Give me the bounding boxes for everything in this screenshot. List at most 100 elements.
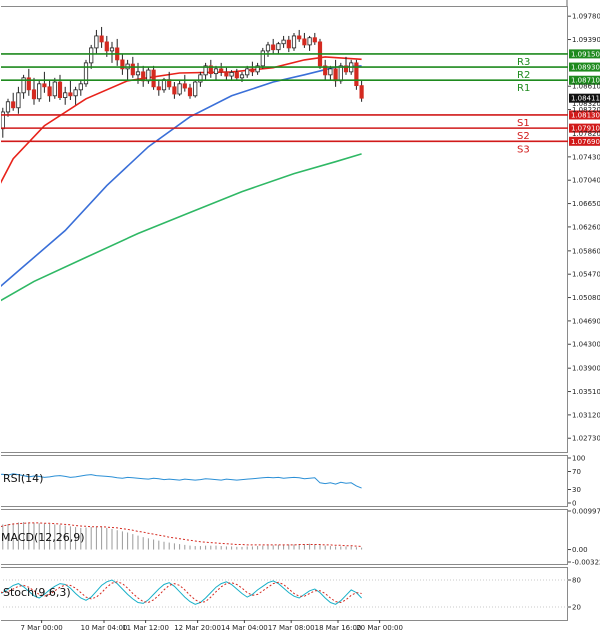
price-tick-label: 1.09390 bbox=[572, 36, 600, 44]
candle-body bbox=[78, 83, 83, 91]
level-name: R3 bbox=[517, 57, 530, 68]
candle-body bbox=[333, 68, 338, 82]
candle bbox=[250, 61, 255, 77]
top-margin bbox=[0, 0, 600, 5]
candle bbox=[255, 62, 260, 75]
rsi-tick-label: 70 bbox=[572, 468, 581, 476]
candle-body bbox=[224, 71, 229, 77]
candle-body bbox=[276, 43, 281, 51]
macd-panel: 0.00997 0.00 -0.003225 MACD(12,26,9) bbox=[0, 508, 600, 567]
candle-body bbox=[219, 68, 224, 73]
candle-body bbox=[11, 101, 16, 109]
candle bbox=[151, 65, 156, 90]
candlesticks bbox=[0, 26, 364, 138]
level-badge bbox=[569, 62, 600, 72]
level-name: R1 bbox=[517, 83, 530, 94]
candle-body bbox=[193, 81, 198, 97]
price-tick-label: 1.05860 bbox=[572, 247, 600, 255]
candle bbox=[57, 74, 63, 100]
price-tick-label: 1.04690 bbox=[572, 317, 600, 325]
candle-body bbox=[161, 79, 167, 91]
candle bbox=[203, 62, 208, 81]
candle-body bbox=[47, 86, 52, 97]
price-tick-label: 1.03900 bbox=[572, 365, 600, 373]
candle-body bbox=[42, 83, 47, 88]
candle-body bbox=[94, 35, 99, 49]
time-tick-label: 11 Mar 12:00 bbox=[122, 624, 169, 632]
candle-body bbox=[359, 85, 364, 99]
candle-body bbox=[120, 59, 125, 70]
level-price: 1.08130 bbox=[571, 111, 600, 119]
rsi-label: RSI(14) bbox=[3, 472, 43, 485]
candle-body bbox=[37, 83, 42, 100]
price-tick-label: 1.05470 bbox=[572, 271, 600, 279]
candle bbox=[193, 80, 198, 98]
level-name: S1 bbox=[517, 118, 530, 129]
moving-average-line bbox=[0, 56, 362, 186]
candle-body bbox=[265, 44, 271, 52]
candle-body bbox=[177, 83, 182, 95]
time-tick-label: 7 Mar 00:00 bbox=[20, 624, 62, 632]
candle bbox=[323, 59, 328, 81]
price-axis: 1.09780 1.09390 1.08610 1.08220 1.07430 1.070… bbox=[568, 13, 600, 443]
candle bbox=[156, 80, 161, 96]
time-tick-label: 20 Mar 00:00 bbox=[356, 624, 403, 632]
candle-body bbox=[291, 35, 297, 49]
candle-body bbox=[89, 47, 94, 64]
candle-body bbox=[104, 41, 109, 52]
candle-body bbox=[146, 69, 151, 82]
candle bbox=[286, 35, 291, 53]
time-tick-label: 17 Mar 08:00 bbox=[268, 624, 315, 632]
candle bbox=[198, 71, 203, 87]
candle bbox=[89, 44, 94, 69]
level-name: S2 bbox=[517, 131, 530, 142]
candle bbox=[302, 32, 307, 48]
candle-body bbox=[73, 89, 78, 97]
candle bbox=[328, 65, 333, 80]
candle-body bbox=[5, 101, 11, 113]
candle-body bbox=[63, 92, 68, 98]
current-price-label: 1.08411 bbox=[571, 95, 600, 103]
price-tick-label: 1.08220 bbox=[572, 106, 600, 114]
candle-body bbox=[323, 65, 328, 76]
candle-body bbox=[99, 35, 104, 43]
price-tick-label: 1.03120 bbox=[572, 411, 600, 419]
macd-tick-label: -0.003225 bbox=[572, 559, 600, 567]
candle-body bbox=[286, 39, 291, 49]
candle bbox=[21, 74, 26, 99]
candle bbox=[31, 77, 37, 105]
candle bbox=[260, 47, 265, 69]
candle bbox=[11, 92, 16, 111]
pivot-levels: R3 1.09150 R2 1.08930 R1 1.08710 S1 1.08130 S2 1.… bbox=[0, 49, 600, 155]
left-edge bbox=[0, 0, 1, 634]
macd-tick-label: 0.00997 bbox=[572, 508, 600, 516]
price-tick-label: 1.08610 bbox=[572, 83, 600, 91]
moving-average-line bbox=[0, 65, 362, 288]
candle bbox=[52, 77, 57, 99]
candle bbox=[219, 62, 224, 77]
candle-body bbox=[229, 72, 234, 77]
price-tick-label: 1.03510 bbox=[572, 388, 600, 396]
candle-body bbox=[130, 63, 135, 76]
candle bbox=[213, 65, 219, 80]
candle bbox=[291, 32, 297, 51]
candle-body bbox=[21, 77, 26, 94]
candle-body bbox=[271, 44, 276, 51]
time-tick-label: 18 Mar 16:00 bbox=[315, 624, 362, 632]
candle bbox=[83, 59, 89, 87]
moving-average-line bbox=[0, 153, 362, 302]
candle bbox=[359, 80, 364, 102]
candle bbox=[343, 56, 349, 75]
candle-body bbox=[16, 92, 21, 109]
candle-body bbox=[172, 86, 177, 95]
price-tick-label: 1.02730 bbox=[572, 435, 600, 443]
stoch-label: Stoch(9,6,3) bbox=[3, 586, 71, 599]
candle-body bbox=[135, 71, 141, 76]
candle bbox=[42, 71, 47, 93]
stoch-signal-line bbox=[0, 581, 362, 604]
candle bbox=[120, 53, 125, 75]
candle bbox=[26, 68, 31, 96]
candle-body bbox=[208, 65, 213, 75]
candle-body bbox=[31, 89, 37, 100]
